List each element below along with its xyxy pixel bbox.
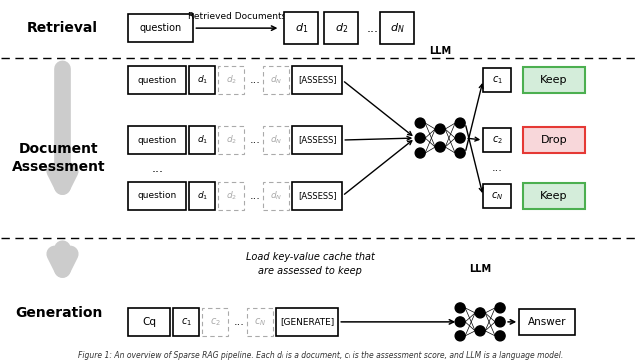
Text: $d_N$: $d_N$ — [390, 21, 404, 35]
FancyBboxPatch shape — [483, 68, 511, 92]
Text: question: question — [140, 23, 182, 33]
Text: [ASSESS]: [ASSESS] — [298, 76, 337, 84]
FancyBboxPatch shape — [129, 182, 186, 210]
Text: $c_1$: $c_1$ — [492, 74, 502, 86]
FancyBboxPatch shape — [218, 182, 244, 210]
FancyBboxPatch shape — [129, 126, 186, 154]
Text: ...: ... — [366, 21, 378, 35]
Text: $c_2$: $c_2$ — [210, 316, 221, 328]
Text: $d_1$: $d_1$ — [196, 190, 208, 202]
FancyBboxPatch shape — [324, 12, 358, 44]
FancyBboxPatch shape — [519, 309, 575, 335]
FancyBboxPatch shape — [247, 308, 273, 336]
Circle shape — [455, 118, 465, 128]
Text: Drop: Drop — [541, 135, 568, 145]
FancyBboxPatch shape — [483, 128, 511, 152]
FancyBboxPatch shape — [173, 308, 200, 336]
Circle shape — [415, 148, 425, 158]
Text: Answer: Answer — [528, 317, 566, 327]
FancyBboxPatch shape — [292, 126, 342, 154]
Text: $d_1$: $d_1$ — [294, 21, 308, 35]
Circle shape — [435, 124, 445, 134]
FancyBboxPatch shape — [129, 308, 170, 336]
Text: ...: ... — [492, 163, 502, 173]
FancyBboxPatch shape — [218, 66, 244, 94]
Text: $d_N$: $d_N$ — [270, 74, 282, 86]
Text: ...: ... — [250, 135, 260, 145]
Text: [GENERATE]: [GENERATE] — [280, 317, 335, 327]
FancyBboxPatch shape — [129, 14, 193, 42]
FancyBboxPatch shape — [263, 182, 289, 210]
FancyBboxPatch shape — [263, 126, 289, 154]
Text: Retrieval: Retrieval — [27, 21, 98, 35]
Circle shape — [455, 148, 465, 158]
FancyBboxPatch shape — [523, 183, 585, 209]
Text: Document
Assessment: Document Assessment — [12, 142, 106, 174]
Text: LLM: LLM — [469, 264, 492, 274]
Text: Keep: Keep — [540, 75, 568, 85]
Text: Generation: Generation — [15, 306, 102, 320]
Text: $d_2$: $d_2$ — [335, 21, 348, 35]
Text: [ASSESS]: [ASSESS] — [298, 135, 337, 145]
Circle shape — [415, 118, 425, 128]
FancyBboxPatch shape — [523, 127, 585, 153]
Circle shape — [455, 303, 465, 313]
Text: $d_2$: $d_2$ — [226, 134, 237, 146]
FancyBboxPatch shape — [263, 66, 289, 94]
Circle shape — [475, 308, 485, 318]
Circle shape — [495, 303, 505, 313]
Text: question: question — [138, 135, 177, 145]
FancyBboxPatch shape — [129, 66, 186, 94]
Text: $c_1$: $c_1$ — [181, 316, 192, 328]
Text: $d_N$: $d_N$ — [270, 190, 282, 202]
Text: $d_1$: $d_1$ — [196, 134, 208, 146]
Circle shape — [475, 326, 485, 336]
Circle shape — [435, 142, 445, 152]
Text: $d_2$: $d_2$ — [226, 74, 237, 86]
Text: $c_2$: $c_2$ — [492, 134, 502, 146]
Text: Retrieved Documents: Retrieved Documents — [188, 12, 286, 21]
Text: [ASSESS]: [ASSESS] — [298, 191, 337, 201]
Circle shape — [495, 331, 505, 341]
Text: ...: ... — [250, 75, 260, 85]
Circle shape — [455, 331, 465, 341]
FancyBboxPatch shape — [483, 184, 511, 208]
Text: $c_N$: $c_N$ — [491, 190, 503, 202]
FancyBboxPatch shape — [284, 12, 318, 44]
Text: LLM: LLM — [429, 46, 451, 56]
Text: $d_2$: $d_2$ — [226, 190, 237, 202]
Text: Keep: Keep — [540, 191, 568, 201]
Text: $c_N$: $c_N$ — [254, 316, 266, 328]
FancyBboxPatch shape — [380, 12, 414, 44]
FancyBboxPatch shape — [523, 67, 585, 93]
Circle shape — [455, 133, 465, 143]
Text: $d_1$: $d_1$ — [196, 74, 208, 86]
Circle shape — [415, 133, 425, 143]
Text: ...: ... — [250, 191, 260, 201]
FancyBboxPatch shape — [218, 126, 244, 154]
FancyBboxPatch shape — [202, 308, 228, 336]
FancyBboxPatch shape — [292, 66, 342, 94]
Circle shape — [455, 317, 465, 327]
Text: Cq: Cq — [143, 317, 156, 327]
Text: Figure 1: An overview of Sparse RAG pipeline. Each dᵢ is a document, cᵢ is the a: Figure 1: An overview of Sparse RAG pipe… — [77, 351, 563, 360]
FancyBboxPatch shape — [189, 182, 216, 210]
FancyBboxPatch shape — [276, 308, 339, 336]
Text: question: question — [138, 191, 177, 201]
Text: question: question — [138, 76, 177, 84]
Text: Load key-value cache that
are assessed to keep: Load key-value cache that are assessed t… — [246, 252, 375, 276]
Text: $d_N$: $d_N$ — [270, 134, 282, 146]
Text: ...: ... — [152, 162, 163, 174]
FancyBboxPatch shape — [189, 126, 216, 154]
FancyBboxPatch shape — [292, 182, 342, 210]
Circle shape — [495, 317, 505, 327]
Text: ...: ... — [234, 317, 244, 327]
FancyBboxPatch shape — [189, 66, 216, 94]
